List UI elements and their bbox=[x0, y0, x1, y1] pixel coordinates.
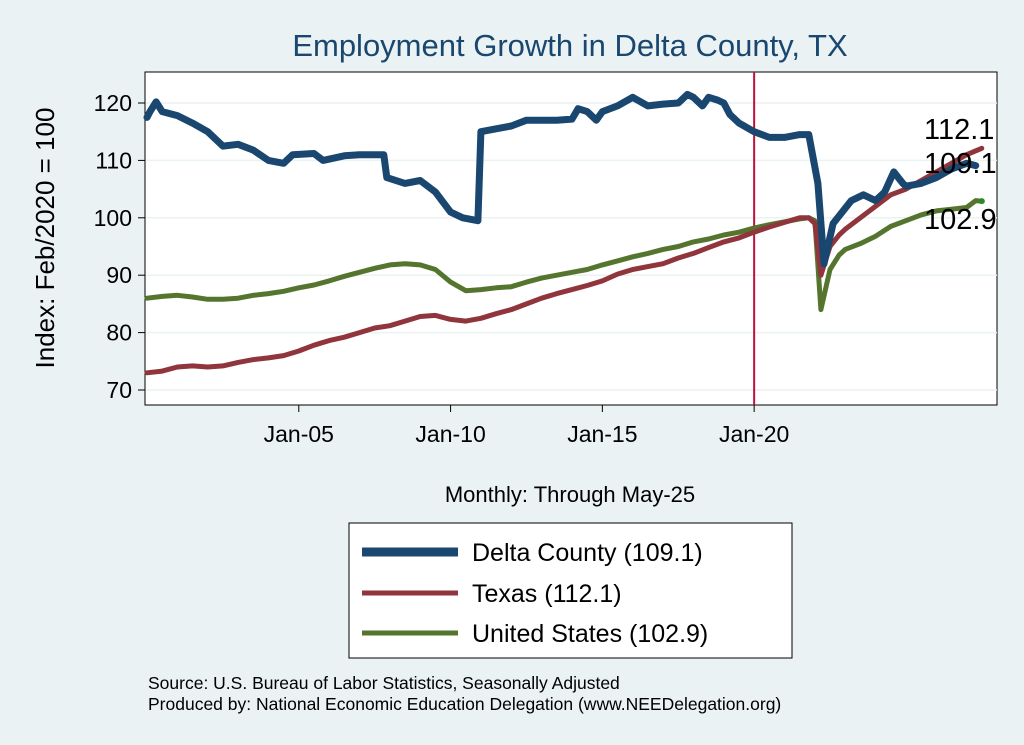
x-tick-label: Jan-20 bbox=[719, 421, 789, 447]
series-line-texas bbox=[144, 145, 985, 376]
chart-title: Employment Growth in Delta County, TX bbox=[292, 28, 848, 63]
y-axis: 70 80 90 100 110 120 bbox=[94, 90, 145, 403]
us-endpoint-marker bbox=[978, 198, 985, 205]
end-label-united-states: 102.9 bbox=[924, 204, 997, 236]
end-label-delta-county: 109.1 bbox=[924, 148, 997, 180]
series-line-delta-county bbox=[143, 90, 980, 268]
series-lines bbox=[143, 90, 985, 376]
x-tick-label: Jan-10 bbox=[415, 421, 485, 447]
y-tick-label: 70 bbox=[106, 377, 132, 403]
legend-label-texas: Texas (112.1) bbox=[472, 580, 622, 608]
series-line-united-states bbox=[144, 198, 985, 313]
y-axis-title: Index: Feb/2020 = 100 bbox=[30, 108, 60, 369]
y-tick-label: 120 bbox=[94, 90, 132, 116]
plot-area bbox=[144, 71, 998, 406]
y-tick-label: 100 bbox=[94, 205, 132, 231]
x-axis-title: Monthly: Through May-25 bbox=[445, 482, 695, 507]
x-tick-label: Jan-05 bbox=[264, 421, 334, 447]
legend-label-united-states: United States (102.9) bbox=[472, 620, 708, 648]
y-tick-label: 110 bbox=[95, 147, 132, 173]
produced-by-note: Produced by: National Economic Education… bbox=[148, 694, 781, 714]
x-tick-label: Jan-15 bbox=[567, 421, 637, 447]
legend: Delta County (109.1) Texas (112.1) United … bbox=[362, 539, 708, 648]
x-axis: Jan-05 Jan-10 Jan-15 Jan-20 bbox=[264, 405, 789, 447]
end-label-texas: 112.1 bbox=[924, 114, 994, 146]
y-tick-label: 90 bbox=[106, 262, 132, 288]
source-note: Source: U.S. Bureau of Labor Statistics,… bbox=[148, 673, 620, 693]
legend-label-delta-county: Delta County (109.1) bbox=[472, 539, 703, 567]
y-tick-label: 80 bbox=[106, 320, 132, 346]
